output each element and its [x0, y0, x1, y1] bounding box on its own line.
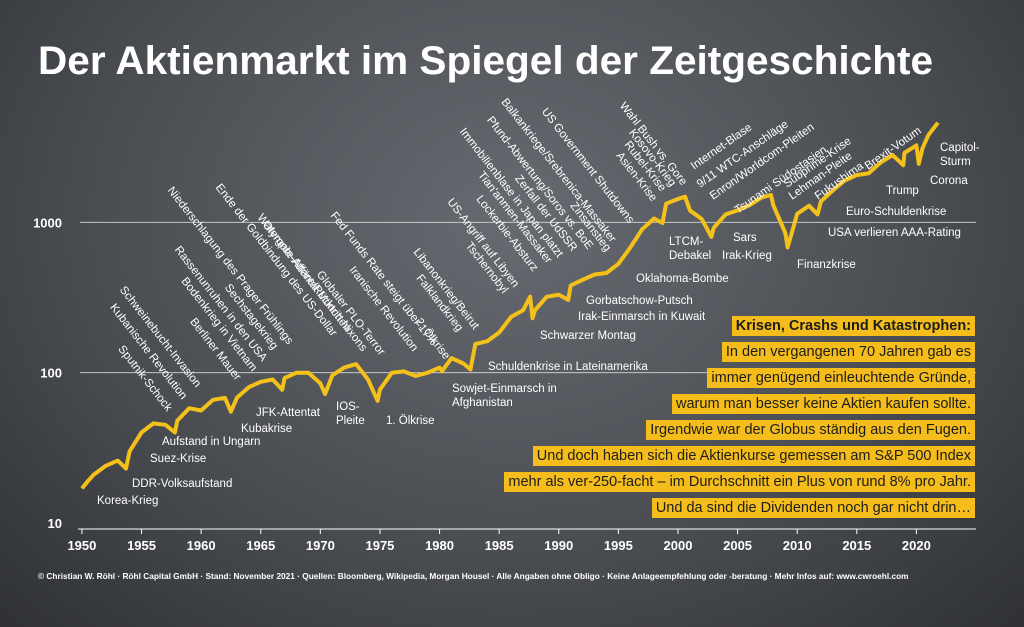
box-line: immer genügend einleuchtende Gründe, — [707, 368, 975, 388]
info-box: Krisen, Crashs und Katastrophen: In den v… — [504, 314, 975, 522]
event-label: Debakel — [669, 250, 711, 262]
y-tick-label: 10 — [48, 516, 62, 531]
x-tick-label: 1995 — [604, 538, 633, 553]
event-label: Capitol- — [940, 142, 980, 154]
x-tick-label: 2000 — [664, 538, 693, 553]
event-label: Euro-Schuldenkrise — [846, 206, 946, 218]
box-line: Irgendwie war der Globus ständig aus den… — [646, 420, 975, 440]
event-label: Kubakrise — [241, 423, 292, 435]
x-tick-label: 2005 — [723, 538, 752, 553]
box-line: In den vergangenen 70 Jahren gab es — [721, 342, 975, 362]
event-label: Sars — [733, 232, 757, 244]
x-tick-label: 2020 — [902, 538, 931, 553]
event-label: Gorbatschow-Putsch — [586, 295, 693, 307]
x-tick-label: 1950 — [67, 538, 96, 553]
index-line — [80, 121, 940, 490]
event-label: Schwarzer Montag — [540, 330, 636, 342]
x-tick-label: 2010 — [783, 538, 812, 553]
x-tick-label: 2015 — [842, 538, 871, 553]
footer: © Christian W. Röhl · Röhl Capital GmbH … — [38, 571, 909, 581]
x-tick-label: 1980 — [425, 538, 454, 553]
event-label: Sowjet-Einmarsch in — [452, 383, 557, 395]
event-label: Korea-Krieg — [97, 495, 158, 507]
event-label: Finanzkrise — [797, 259, 856, 271]
event-label: 2. Ölkrise — [413, 316, 452, 362]
x-tick-label: 1970 — [306, 538, 335, 553]
x-tick-label: 1960 — [187, 538, 216, 553]
event-label: USA verlieren AAA-Rating — [828, 227, 961, 239]
event-label: Schuldenkrise in Lateinamerika — [488, 361, 648, 373]
event-label: Irak-Krieg — [722, 250, 772, 262]
event-label: DDR-Volksaufstand — [132, 478, 232, 490]
chart-title: Der Aktienmarkt im Spiegel der Zeitgesch… — [38, 39, 933, 83]
event-label: LTCM- — [669, 236, 703, 248]
x-tick-label: 1975 — [365, 538, 394, 553]
event-label: Afghanistan — [452, 397, 513, 409]
event-label: Sturm — [940, 156, 971, 168]
box-line: Und da sind die Dividenden noch gar nich… — [651, 498, 975, 518]
y-tick-label: 100 — [40, 366, 62, 381]
x-tick-label: 1990 — [544, 538, 573, 553]
y-tick-label: 1000 — [33, 215, 62, 230]
box-line: warum man besser keine Aktien kaufen sol… — [672, 394, 975, 414]
event-label: Aufstand in Ungarn — [162, 436, 260, 448]
event-label: Corona — [930, 175, 968, 187]
event-label: Trump — [886, 185, 919, 197]
event-label: JFK-Attentat — [256, 407, 321, 419]
box-heading: Krisen, Crashs und Katastrophen: — [731, 316, 975, 336]
x-tick-label: 1985 — [485, 538, 514, 553]
box-line: mehr als ver-250-facht – im Durchschnitt… — [504, 472, 975, 492]
x-tick-label: 1965 — [246, 538, 275, 553]
event-label: IOS- — [336, 401, 360, 413]
event-label: 1. Ölkrise — [386, 415, 435, 427]
box-line: Und doch haben sich die Aktienkurse geme… — [532, 446, 975, 466]
event-label: Oklahoma-Bombe — [636, 273, 729, 285]
x-tick-label: 1955 — [127, 538, 156, 553]
event-label: Suez-Krise — [150, 453, 206, 465]
event-label: Irak-Einmarsch in Kuwait — [578, 311, 706, 323]
event-label: Pleite — [336, 415, 365, 427]
